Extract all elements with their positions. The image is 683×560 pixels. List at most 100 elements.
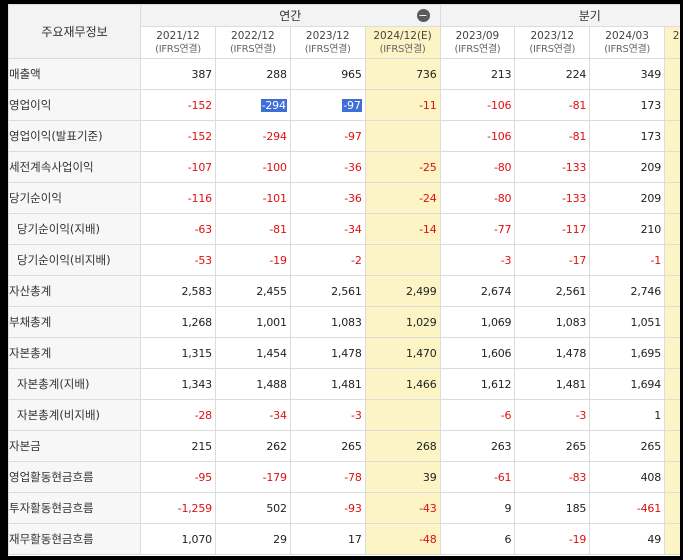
period-date: 2021/12: [156, 29, 200, 42]
table-cell: 1,454: [214, 337, 291, 369]
table-cell: 1,069: [439, 306, 516, 338]
table-cell: -25: [364, 151, 441, 183]
table-row: 당기순이익(비지배) -53 -19 -2 -3 -17 -1: [8, 244, 680, 276]
table-cell: [664, 461, 680, 493]
selected-cell-text[interactable]: -97: [342, 98, 362, 112]
table-row: 부채총계 1,268 1,001 1,083 1,029 1,069 1,083 1,051: [8, 306, 680, 338]
table-cell: 49: [589, 523, 666, 555]
group-header-quarterly: 분기 −: [439, 4, 680, 27]
table-cell: 502: [214, 492, 291, 524]
period-basis: (IFRS연결): [229, 43, 276, 55]
table-cell: -133: [514, 151, 591, 183]
table-cell: 100: [664, 58, 680, 90]
table-cell: -73: [664, 182, 680, 214]
selected-cell-text[interactable]: -294: [260, 98, 287, 112]
table-row: 자본총계(비지배) -28 -34 -3 -6 -3 1: [8, 399, 680, 431]
table-cell: -116: [140, 182, 216, 214]
row-label: 자본총계: [8, 337, 142, 369]
table-cell: -294: [214, 89, 291, 121]
period-header: 2024/06(E)(IFRS연결): [664, 26, 680, 59]
table-cell: [664, 244, 680, 276]
table-cell: 215: [140, 430, 216, 462]
table-cell: -95: [140, 461, 216, 493]
table-cell: 2,455: [214, 275, 291, 307]
table-row: 자본금 215 262 265 268 263 265 265: [8, 430, 680, 462]
table-cell: [364, 120, 441, 152]
period-header: 2023/12 (IFRS연결): [289, 26, 366, 59]
table-cell: 262: [214, 430, 291, 462]
table-cell: 2,746: [589, 275, 666, 307]
table-cell: 1,029: [364, 306, 441, 338]
period-basis: (IFRS연결): [666, 43, 680, 56]
table-cell: -179: [214, 461, 291, 493]
table-cell: -36: [289, 182, 366, 214]
table-cell: -93: [289, 492, 366, 524]
period-date: 2024/12(E): [373, 29, 432, 42]
period-basis: (IFRS연결): [155, 43, 201, 55]
table-cell: -101: [214, 182, 291, 214]
table-cell: 2,583: [140, 275, 216, 307]
table-cell: 209: [589, 182, 666, 214]
table-cell: 1,343: [140, 368, 216, 400]
table-cell: 1,606: [439, 337, 516, 369]
period-date: 2022/12: [231, 29, 275, 42]
table-cell: 17: [289, 523, 366, 555]
table-cell: 173: [589, 89, 666, 121]
table-cell: -17: [514, 244, 591, 276]
row-label: 영업이익(발표기준): [8, 120, 142, 152]
table-cell: -61: [439, 461, 516, 493]
table-cell: [664, 213, 680, 245]
table-cell: 210: [589, 213, 666, 245]
row-label: 자본금: [8, 430, 142, 462]
table-cell: [664, 368, 680, 400]
table-cell: 209: [589, 151, 666, 183]
table-cell: -80: [439, 182, 516, 214]
period-header: 2021/12 (IFRS연결): [140, 26, 216, 59]
table-cell: 1,694: [589, 368, 666, 400]
table-cell: 263: [439, 430, 516, 462]
table-cell: [664, 523, 680, 555]
table-cell: 265: [289, 430, 366, 462]
table-cell: -6: [439, 399, 516, 431]
period-basis: (IFRS연결): [304, 43, 351, 55]
table-cell: -1,259: [140, 492, 216, 524]
table-cell: 29: [214, 523, 291, 555]
table-cell: -133: [514, 182, 591, 214]
table-cell: [664, 492, 680, 524]
table-cell: -3: [439, 244, 516, 276]
table-cell: 1,612: [439, 368, 516, 400]
table-cell: [664, 337, 680, 369]
table-cell: 265: [514, 430, 591, 462]
table-cell: [664, 151, 680, 183]
table-cell: -294: [214, 120, 291, 152]
table-cell: 1,481: [514, 368, 591, 400]
table-cell: -19: [214, 244, 291, 276]
period-basis: (IFRS연결): [379, 43, 426, 55]
table-cell: 965: [289, 58, 366, 90]
table-cell: [664, 306, 680, 338]
table-cell: -48: [364, 523, 441, 555]
period-date: 2023/12: [305, 29, 350, 42]
table-cell: 2,561: [514, 275, 591, 307]
row-label: 부채총계: [8, 306, 142, 338]
table-cell: 1: [589, 399, 666, 431]
period-header: 2023/09 (IFRS연결): [439, 26, 516, 59]
table-cell: 736: [364, 58, 441, 90]
period-header: 2022/12 (IFRS연결): [214, 26, 291, 59]
table-cell: -34: [214, 399, 291, 431]
table-cell: 265: [589, 430, 666, 462]
period-date: 2024/03: [605, 29, 649, 42]
row-label: 매출액: [8, 58, 142, 90]
table-cell: 1,083: [514, 306, 591, 338]
table-cell: [664, 120, 680, 152]
period-date: 2023/09: [455, 29, 500, 42]
table-cell: -461: [589, 492, 666, 524]
table-cell: 224: [514, 58, 591, 90]
table-cell: 39: [364, 461, 441, 493]
table-cell: -3: [514, 399, 591, 431]
period-header: 2023/12 (IFRS연결): [514, 26, 591, 59]
collapse-annual-icon[interactable]: −: [416, 9, 430, 22]
table-cell: -106: [439, 89, 516, 121]
group-label-annual: 연간: [279, 9, 302, 23]
